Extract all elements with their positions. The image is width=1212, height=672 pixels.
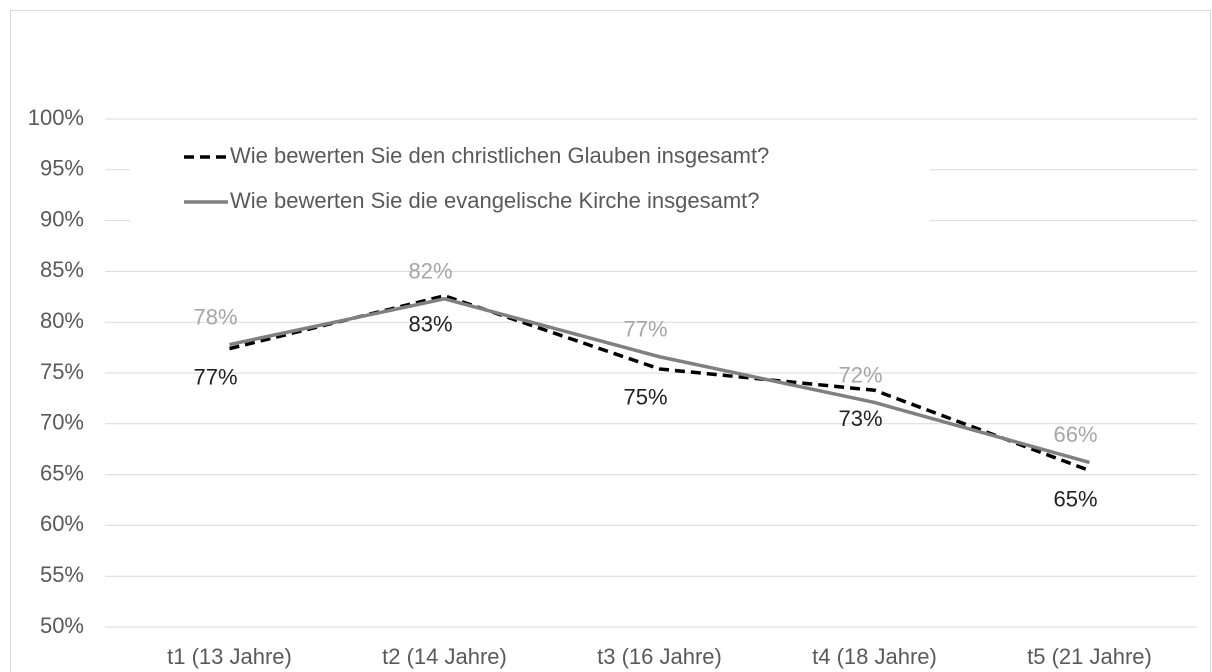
data-label: 65% [1053,486,1097,511]
data-label: 73% [838,406,882,431]
series-line [229,297,1090,465]
data-label: 72% [838,362,882,387]
data-label: 77% [193,364,237,389]
y-tick-label: 50% [40,613,84,638]
data-label: 83% [408,312,452,337]
legend-label: Wie bewerten Sie den christlichen Glaube… [230,143,769,168]
y-tick-label: 80% [40,308,84,333]
y-tick-label: 90% [40,206,84,231]
y-tick-label: 95% [40,156,84,181]
x-tick-label: t3 (16 Jahre) [597,644,722,669]
legend-box [130,140,930,230]
y-tick-label: 70% [40,410,84,435]
x-tick-label: t5 (21 Jahre) [1027,644,1152,669]
chart-border [10,10,1211,672]
x-tick-label: t1 (13 Jahre) [167,644,292,669]
x-tick-label: t2 (14 Jahre) [382,644,507,669]
data-label: 78% [193,304,237,329]
y-tick-label: 55% [40,562,84,587]
y-tick-label: 85% [40,257,84,282]
x-tick-label: t4 (18 Jahre) [812,644,937,669]
y-tick-label: 75% [40,359,84,384]
data-label: 82% [408,259,452,284]
y-tick-label: 100% [28,105,84,130]
data-label: 75% [623,385,667,410]
data-label: 66% [1053,422,1097,447]
y-tick-label: 60% [40,511,84,536]
data-label: 77% [623,317,667,342]
legend-label: Wie bewerten Sie die evangelische Kirche… [230,188,760,213]
y-tick-label: 65% [40,460,84,485]
